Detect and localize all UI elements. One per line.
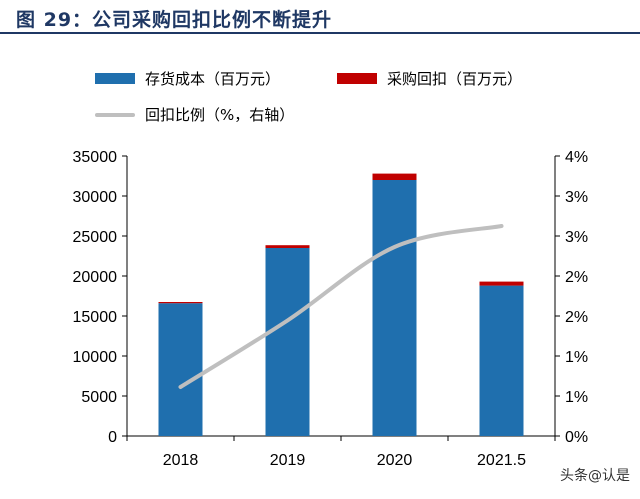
legend-swatch-stock-cost	[95, 73, 135, 84]
x-tick-label: 2018	[163, 452, 199, 469]
legend-label-stock-cost: 存货成本（百万元）	[145, 70, 281, 88]
chart-title: 图 29：公司采购回扣比例不断提升	[16, 9, 333, 31]
legend-item-rebate: 采购回扣（百万元）	[337, 68, 522, 89]
legend-item-ratio: 回扣比例（%，右轴）	[95, 104, 294, 125]
watermark: 头条@认是	[560, 468, 630, 484]
x-tick-label: 2020	[377, 452, 413, 469]
right-tick-label: 1%	[565, 389, 588, 406]
right-tick-label: 2%	[565, 309, 588, 326]
bar-rebate	[372, 173, 417, 180]
left-tick-label: 5000	[81, 389, 117, 406]
title-bar: 图 29：公司采购回扣比例不断提升	[0, 0, 640, 34]
bar-rebate	[265, 245, 310, 248]
right-tick-label: 3%	[565, 189, 588, 206]
bar-stock-cost	[265, 248, 310, 436]
left-tick-label: 0	[108, 429, 117, 446]
legend-swatch-ratio	[95, 112, 135, 117]
ratio-line	[178, 224, 504, 389]
left-tick-label: 10000	[73, 349, 118, 366]
left-tick-label: 20000	[73, 269, 118, 286]
legend-item-stock-cost: 存货成本（百万元）	[95, 68, 280, 89]
left-tick-label: 25000	[73, 229, 118, 246]
left-tick-label: 15000	[73, 309, 118, 326]
right-tick-label: 3%	[565, 229, 588, 246]
x-tick-label: 2021.5	[477, 452, 526, 469]
legend-swatch-rebate	[337, 73, 377, 84]
legend-label-rebate: 采购回扣（百万元）	[387, 70, 523, 88]
right-tick-label: 4%	[565, 149, 588, 166]
left-tick-label: 35000	[73, 149, 118, 166]
legend-label-ratio: 回扣比例（%，右轴）	[145, 106, 295, 124]
right-tick-label: 0%	[565, 429, 588, 446]
bar-stock-cost	[479, 285, 524, 436]
bar-rebate	[479, 281, 524, 286]
x-tick-label: 2019	[270, 452, 306, 469]
bar-stock-cost	[372, 180, 417, 436]
right-tick-label: 1%	[565, 349, 588, 366]
bar-stock-cost	[158, 303, 203, 436]
right-tick-label: 2%	[565, 269, 588, 286]
left-tick-label: 30000	[73, 189, 118, 206]
bar-rebate	[158, 302, 203, 304]
